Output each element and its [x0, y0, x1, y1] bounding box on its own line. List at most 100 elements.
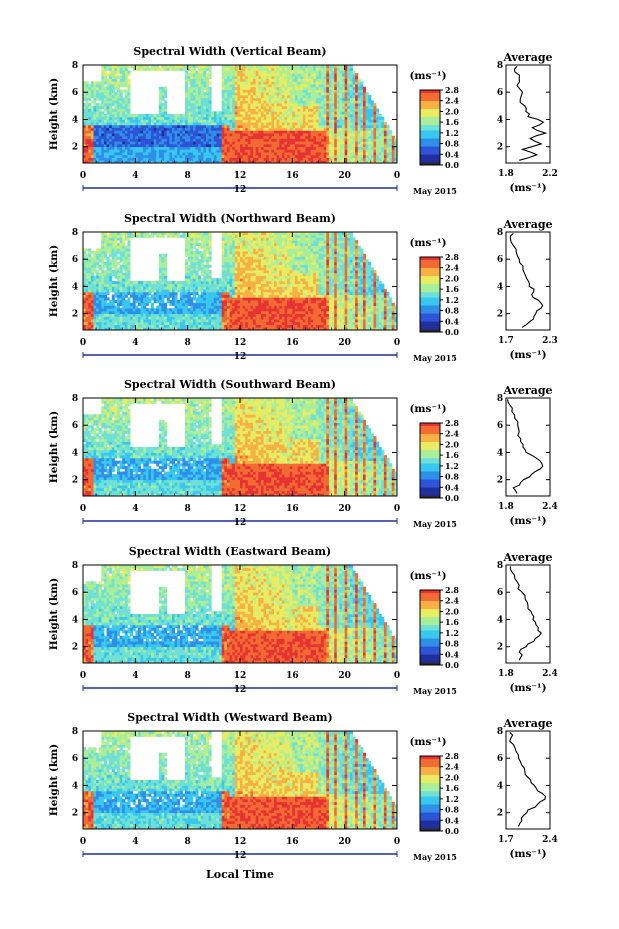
- heatmap-cell: [381, 133, 385, 137]
- heatmap-cell: [164, 319, 168, 323]
- heatmap-cell: [161, 146, 165, 150]
- heatmap-cell: [158, 291, 162, 296]
- heatmap-cell: [177, 67, 181, 71]
- heatmap-cell: [250, 105, 254, 109]
- heatmap-cell: [208, 149, 212, 153]
- heatmap-cell: [132, 300, 136, 304]
- heatmap-cell: [103, 289, 107, 293]
- heatmap-cell: [185, 157, 189, 161]
- heatmap-cell: [140, 310, 144, 315]
- heatmap-cell: [297, 133, 301, 137]
- heatmap-cell: [106, 138, 110, 142]
- heatmap-cell: [122, 133, 126, 137]
- heatmap-cell: [93, 310, 97, 315]
- heatmap-cell: [96, 310, 100, 315]
- heatmap-cell: [378, 124, 382, 129]
- heatmap-cell: [323, 114, 327, 118]
- heatmap-cell: [158, 275, 162, 279]
- heatmap-cell: [362, 105, 366, 109]
- heatmap-cell: [101, 289, 105, 293]
- heatmap-cell: [310, 78, 314, 82]
- heatmap-cell: [158, 114, 162, 118]
- heatmap-cell: [373, 105, 377, 109]
- heatmap-cell: [182, 133, 186, 137]
- heatmap-cell: [300, 135, 304, 139]
- heatmap-cell: [88, 286, 92, 290]
- heatmap-cell: [185, 248, 189, 252]
- heatmap-cell: [192, 294, 196, 298]
- heatmap-cell: [279, 135, 283, 139]
- heatmap-cell: [106, 242, 110, 247]
- heatmap-cell: [135, 281, 139, 285]
- heatmap-cell: [190, 316, 194, 320]
- heatmap-cell: [132, 116, 136, 120]
- heatmap-cell: [208, 160, 212, 164]
- heatmap-cell: [190, 160, 194, 164]
- heatmap-cell: [192, 289, 196, 293]
- heatmap-cell: [205, 114, 209, 118]
- heatmap-cell: [205, 152, 209, 156]
- heatmap-cell: [185, 75, 189, 80]
- heatmap-cell: [156, 152, 160, 156]
- heatmap-cell: [232, 149, 236, 153]
- heatmap-cell: [253, 160, 257, 164]
- heatmap-cell: [352, 149, 356, 153]
- heatmap-cell: [190, 291, 194, 296]
- heatmap-cell: [114, 245, 118, 249]
- heatmap-cell: [171, 324, 175, 328]
- heatmap-cell: [83, 291, 87, 296]
- heatmap-cell: [336, 78, 340, 82]
- heatmap-cell: [192, 316, 196, 320]
- heatmap-cell: [103, 130, 107, 134]
- heatmap-cell: [182, 316, 186, 320]
- colorbar-frame: [419, 89, 441, 166]
- heatmap-cell: [271, 100, 275, 104]
- heatmap-cell: [83, 130, 87, 134]
- heatmap-cell: [376, 108, 380, 112]
- heatmap-cell: [145, 65, 149, 69]
- heatmap-cell: [368, 114, 372, 118]
- heatmap-cell: [289, 89, 293, 93]
- heatmap-cell: [247, 86, 251, 90]
- heatmap-cell: [98, 283, 102, 287]
- heatmap-cell: [114, 267, 118, 271]
- heatmap-cell: [318, 135, 322, 139]
- heatmap-cell: [185, 127, 189, 131]
- heatmap-cell: [124, 141, 128, 145]
- heatmap-cell: [271, 143, 275, 148]
- heatmap-cell: [352, 154, 356, 158]
- heatmap-cell: [169, 154, 173, 158]
- heatmap-cell: [342, 133, 346, 137]
- heatmap-cell: [368, 143, 372, 148]
- heatmap-cell: [321, 157, 325, 161]
- heatmap-cell: [274, 138, 278, 142]
- heatmap-cell: [127, 127, 131, 131]
- heatmap-cell: [117, 103, 121, 107]
- colorbar-swatch: [420, 138, 440, 142]
- heatmap-cell: [158, 146, 162, 150]
- heatmap-cell: [130, 65, 134, 69]
- heatmap-cell: [124, 324, 128, 328]
- heatmap-cell: [195, 275, 199, 279]
- heatmap-cell: [192, 302, 196, 306]
- heatmap-cell: [119, 245, 123, 249]
- heatmap-cell: [234, 138, 238, 142]
- heatmap-cell: [85, 327, 89, 331]
- heatmap-cell: [287, 154, 291, 158]
- heatmap-cell: [156, 313, 160, 317]
- heatmap-cell: [192, 122, 196, 126]
- heatmap-cell: [292, 122, 296, 126]
- heatmap-cell: [297, 157, 301, 161]
- heatmap-cell: [229, 84, 233, 88]
- heatmap-cell: [171, 124, 175, 129]
- heatmap-cell: [161, 133, 165, 137]
- heatmap-cell: [106, 327, 110, 331]
- colorbar-swatch: [420, 146, 440, 150]
- heatmap-cell: [368, 105, 372, 109]
- heatmap-cell: [240, 124, 244, 129]
- heatmap-cell: [368, 138, 372, 142]
- heatmap-cell: [208, 100, 212, 104]
- heatmap-cell: [124, 316, 128, 320]
- heatmap-cell: [187, 316, 191, 320]
- heatmap-cell: [122, 116, 126, 120]
